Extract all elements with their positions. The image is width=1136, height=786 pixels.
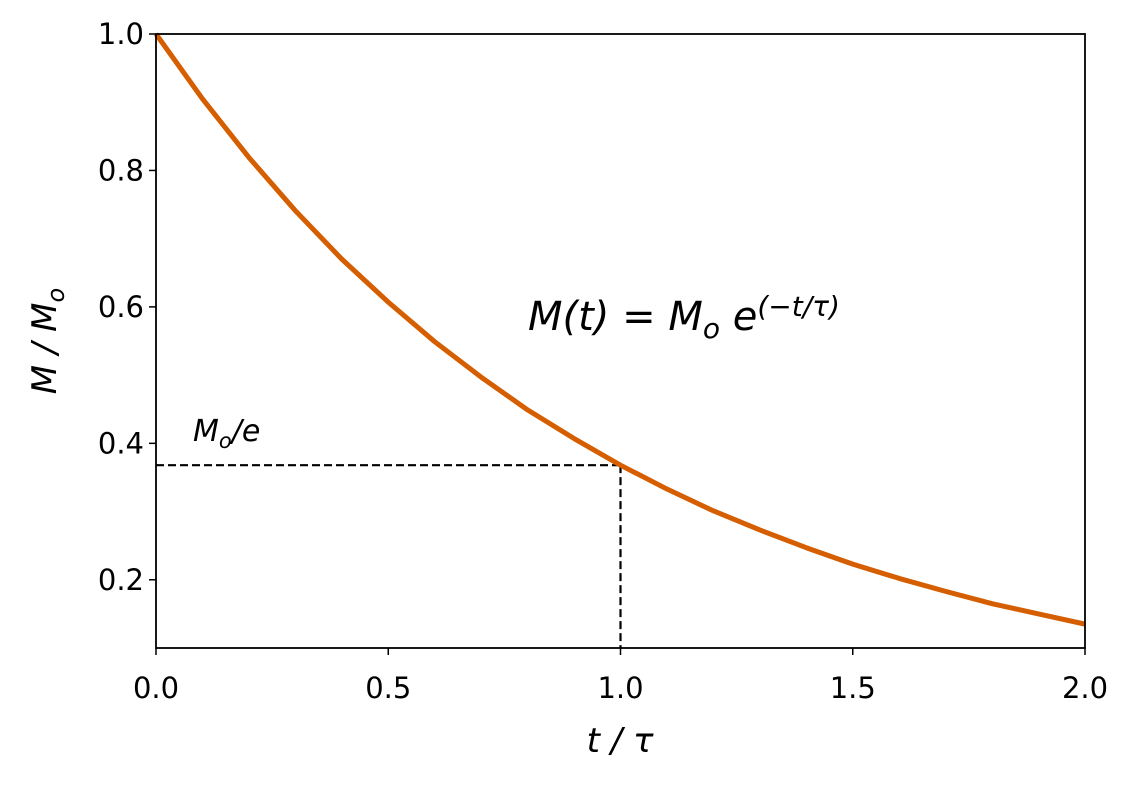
- x-axis-label: t / τ: [587, 721, 654, 761]
- plot-frame: [155, 33, 1086, 649]
- x-tick-label: 1.0: [597, 671, 643, 705]
- ref-label-rest: /e: [229, 414, 261, 449]
- x-tick-label: 1.5: [830, 671, 876, 705]
- line: [153, 32, 1086, 627]
- formula-main: M(t) = M: [528, 294, 703, 340]
- formula: M(t) = Mo e(−t/τ): [528, 290, 840, 345]
- formula-sub: o: [703, 312, 720, 345]
- formula-sup: (−t/τ): [757, 290, 840, 323]
- x-tick-label: 0.5: [365, 671, 411, 705]
- y-tick-label: 0.2: [98, 563, 144, 597]
- y-tick-label: 0.8: [98, 153, 144, 187]
- ref-label-main: M: [193, 414, 219, 449]
- reference-label: Mo/e: [193, 414, 260, 453]
- y-tick-label: 0.6: [98, 290, 144, 324]
- formula-mid: e: [720, 294, 757, 340]
- y-label-main: M / M: [25, 302, 65, 394]
- x-tick-label: 2.0: [1062, 671, 1108, 705]
- y-label-sub: o: [42, 288, 70, 303]
- y-tick-label: 0.4: [98, 426, 144, 460]
- y-axis-label: M / Mo: [25, 288, 70, 394]
- x-tick-label: 0.0: [133, 671, 179, 705]
- ref-label-sub: o: [219, 429, 232, 453]
- y-tick-label: 1.0: [98, 17, 144, 51]
